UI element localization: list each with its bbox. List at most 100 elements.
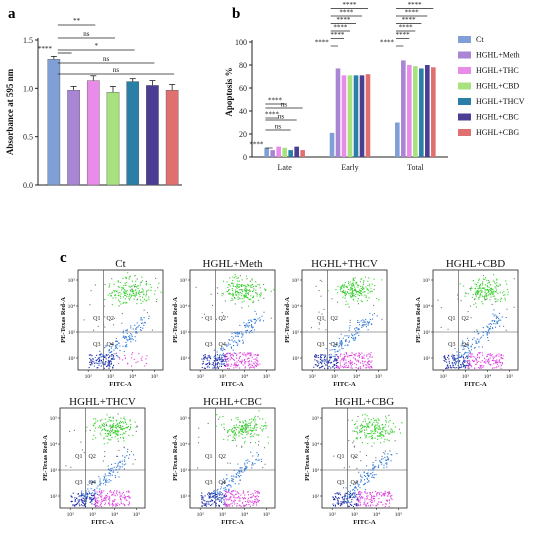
flow-dot bbox=[125, 463, 127, 465]
flow-dot bbox=[245, 504, 247, 506]
flow-dot bbox=[229, 434, 231, 436]
flow-dot bbox=[391, 429, 393, 431]
flow-dot bbox=[356, 467, 358, 469]
flow-dot bbox=[500, 319, 502, 321]
flow-dot bbox=[379, 433, 381, 435]
flow-dot bbox=[500, 355, 502, 357]
flow-dot bbox=[495, 291, 497, 293]
flow-dot bbox=[120, 297, 122, 299]
flow-dot bbox=[135, 286, 137, 288]
flow-dot bbox=[365, 454, 368, 457]
flow-dot bbox=[233, 352, 235, 354]
flow-dot bbox=[108, 417, 110, 419]
flow-dot bbox=[130, 327, 132, 329]
flow-dot bbox=[112, 297, 114, 299]
flow-dot bbox=[362, 363, 364, 365]
chart-b-bar bbox=[300, 150, 305, 157]
flow-dot bbox=[479, 337, 481, 339]
flow-dot bbox=[372, 497, 375, 500]
flow-dot bbox=[225, 489, 227, 491]
flow-dot bbox=[370, 469, 372, 471]
flow-dot bbox=[494, 314, 496, 316]
flow-dot bbox=[366, 492, 369, 494]
flow-dot bbox=[254, 361, 256, 363]
flow-dot bbox=[106, 430, 108, 432]
flow-dot bbox=[369, 354, 372, 356]
flow-dot bbox=[227, 504, 230, 506]
flow-dot bbox=[220, 357, 222, 359]
flow-dot bbox=[468, 348, 470, 350]
flow-dot bbox=[139, 284, 141, 286]
flow-dot bbox=[248, 298, 250, 300]
flow-dot bbox=[505, 280, 507, 282]
flow-dot bbox=[356, 438, 358, 440]
flow-dot bbox=[456, 367, 458, 369]
flow-dot bbox=[255, 429, 257, 431]
flow-dot bbox=[112, 417, 114, 419]
flow-dot bbox=[368, 364, 370, 366]
flow-dot bbox=[362, 321, 364, 323]
flow-dot bbox=[215, 502, 217, 504]
flow-dot bbox=[80, 504, 82, 506]
flow-dot bbox=[230, 480, 233, 482]
flow-dot bbox=[242, 490, 245, 492]
flow-dot bbox=[113, 431, 116, 433]
flow-dot bbox=[484, 299, 486, 301]
flow-dot bbox=[220, 355, 223, 357]
flow-dot bbox=[478, 290, 480, 293]
flow-dot bbox=[447, 354, 449, 356]
flow-dot bbox=[336, 342, 338, 344]
quadrant-label: Q3 bbox=[205, 342, 212, 348]
flow-dot bbox=[357, 361, 360, 363]
quadrant-label: Q1 bbox=[317, 316, 324, 322]
flow-dot bbox=[128, 285, 130, 287]
flow-dot bbox=[357, 303, 359, 305]
flow-dot bbox=[354, 339, 356, 341]
flow-dot bbox=[377, 418, 379, 420]
flow-dot bbox=[239, 298, 241, 300]
flow-dot bbox=[358, 355, 361, 357]
flow-dot bbox=[250, 354, 252, 356]
flow-dot bbox=[111, 436, 113, 439]
flow-dot bbox=[96, 501, 98, 503]
flow-dot bbox=[240, 433, 242, 435]
flow-dot bbox=[352, 337, 354, 340]
flow-dot bbox=[371, 491, 374, 493]
flow-dot bbox=[355, 292, 357, 294]
flow-dot bbox=[135, 328, 137, 330]
flow-dot bbox=[113, 500, 115, 502]
flow-dot bbox=[359, 290, 362, 292]
flow-dot bbox=[504, 294, 506, 296]
flow-dot bbox=[369, 367, 371, 369]
flow-dot bbox=[240, 505, 242, 507]
flow-dot bbox=[116, 347, 118, 349]
flow-dot bbox=[366, 498, 368, 500]
flow-dot bbox=[230, 356, 232, 359]
flow-dot bbox=[245, 360, 247, 363]
flow-dot bbox=[466, 355, 468, 357]
flow-dot bbox=[386, 466, 388, 468]
flow-dot bbox=[243, 428, 245, 430]
flow-dot bbox=[230, 357, 232, 359]
flow-dot bbox=[470, 353, 472, 355]
flow-dot bbox=[452, 364, 454, 367]
flow-dot bbox=[500, 298, 502, 300]
flow-dot bbox=[256, 499, 258, 501]
flow-dot bbox=[469, 363, 471, 365]
flow-dot bbox=[132, 434, 134, 436]
flow-dot bbox=[489, 293, 492, 295]
flow-dot bbox=[478, 357, 480, 359]
flow-dot bbox=[328, 365, 330, 368]
flow-dot bbox=[213, 365, 216, 367]
flow-dot bbox=[122, 429, 124, 431]
flow-dot bbox=[123, 468, 125, 470]
flow-dot bbox=[362, 365, 365, 367]
flow-dot bbox=[117, 434, 119, 436]
flow-dot bbox=[240, 474, 242, 477]
flow-dot bbox=[321, 280, 323, 282]
flow-dot bbox=[478, 279, 480, 281]
flow-dot bbox=[379, 461, 381, 463]
flow-dot bbox=[125, 329, 127, 331]
flow-dot bbox=[112, 432, 114, 434]
flow-dot bbox=[463, 345, 465, 347]
